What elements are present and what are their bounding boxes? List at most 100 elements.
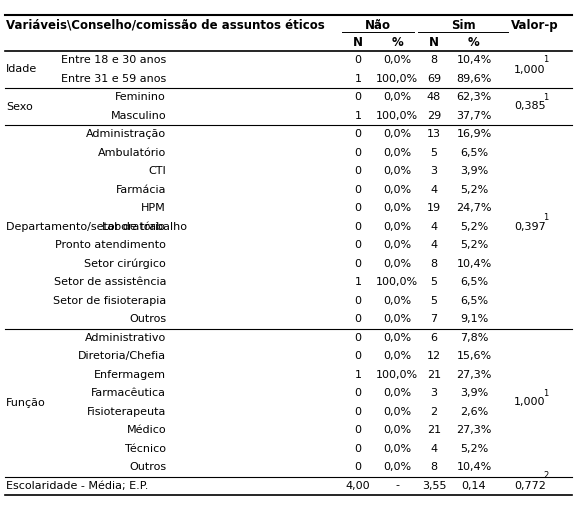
Text: 12: 12 bbox=[427, 352, 441, 361]
Text: 0,0%: 0,0% bbox=[383, 55, 411, 65]
Text: 3,9%: 3,9% bbox=[460, 388, 488, 398]
Text: 1,000: 1,000 bbox=[514, 397, 546, 407]
Text: Sim: Sim bbox=[451, 19, 475, 32]
Text: 0: 0 bbox=[354, 388, 362, 398]
Text: Outros: Outros bbox=[129, 314, 166, 324]
Text: Valor-p: Valor-p bbox=[511, 19, 559, 32]
Text: 21: 21 bbox=[427, 370, 441, 380]
Text: Idade: Idade bbox=[6, 64, 38, 74]
Text: 9,1%: 9,1% bbox=[460, 314, 488, 324]
Text: 1: 1 bbox=[354, 74, 362, 84]
Text: 1: 1 bbox=[543, 388, 548, 397]
Text: 100,0%: 100,0% bbox=[376, 111, 418, 121]
Text: 1: 1 bbox=[354, 370, 362, 380]
Text: 0,0%: 0,0% bbox=[383, 92, 411, 102]
Text: 100,0%: 100,0% bbox=[376, 277, 418, 287]
Text: 0,0%: 0,0% bbox=[383, 148, 411, 158]
Text: Técnico: Técnico bbox=[125, 444, 166, 454]
Text: 0: 0 bbox=[354, 129, 362, 139]
Text: 1: 1 bbox=[354, 277, 362, 287]
Text: 0,0%: 0,0% bbox=[383, 296, 411, 306]
Text: 100,0%: 100,0% bbox=[376, 74, 418, 84]
Text: 62,3%: 62,3% bbox=[456, 92, 492, 102]
Text: Feminino: Feminino bbox=[115, 92, 166, 102]
Text: 27,3%: 27,3% bbox=[456, 370, 492, 380]
Text: N: N bbox=[429, 36, 439, 49]
Text: 5,2%: 5,2% bbox=[460, 222, 488, 232]
Text: 8: 8 bbox=[430, 55, 437, 65]
Text: 5: 5 bbox=[430, 296, 437, 306]
Text: 0: 0 bbox=[354, 444, 362, 454]
Text: 4: 4 bbox=[430, 222, 437, 232]
Text: 0: 0 bbox=[354, 185, 362, 195]
Text: 19: 19 bbox=[427, 203, 441, 213]
Text: 21: 21 bbox=[427, 425, 441, 435]
Text: 0: 0 bbox=[354, 148, 362, 158]
Text: 5,2%: 5,2% bbox=[460, 444, 488, 454]
Text: Administração: Administração bbox=[86, 129, 166, 139]
Text: 0: 0 bbox=[354, 55, 362, 65]
Text: Setor cirúrgico: Setor cirúrgico bbox=[84, 259, 166, 269]
Text: %: % bbox=[391, 36, 403, 49]
Text: 1: 1 bbox=[543, 93, 548, 102]
Text: %: % bbox=[468, 36, 480, 49]
Text: Pronto atendimento: Pronto atendimento bbox=[55, 240, 166, 250]
Text: 0,0%: 0,0% bbox=[383, 407, 411, 417]
Text: 24,7%: 24,7% bbox=[456, 203, 492, 213]
Text: Farmacêutica: Farmacêutica bbox=[91, 388, 166, 398]
Text: 0,0%: 0,0% bbox=[383, 462, 411, 472]
Text: Setor de fisioterapia: Setor de fisioterapia bbox=[53, 296, 166, 306]
Text: 0: 0 bbox=[354, 203, 362, 213]
Text: 0,0%: 0,0% bbox=[383, 185, 411, 195]
Text: Entre 31 e 59 anos: Entre 31 e 59 anos bbox=[61, 74, 166, 84]
Text: 3: 3 bbox=[430, 166, 437, 176]
Text: 27,3%: 27,3% bbox=[456, 425, 492, 435]
Text: 2: 2 bbox=[430, 407, 437, 417]
Text: Entre 18 e 30 anos: Entre 18 e 30 anos bbox=[61, 55, 166, 65]
Text: 3: 3 bbox=[430, 388, 437, 398]
Text: 13: 13 bbox=[427, 129, 441, 139]
Text: 5,2%: 5,2% bbox=[460, 240, 488, 250]
Text: 0: 0 bbox=[354, 259, 362, 269]
Text: Laboratório: Laboratório bbox=[102, 222, 166, 232]
Text: 8: 8 bbox=[430, 462, 437, 472]
Text: 6: 6 bbox=[430, 333, 437, 343]
Text: 1: 1 bbox=[354, 111, 362, 121]
Text: 5: 5 bbox=[430, 277, 437, 287]
Text: 0,0%: 0,0% bbox=[383, 314, 411, 324]
Text: 6,5%: 6,5% bbox=[460, 277, 488, 287]
Text: 2,6%: 2,6% bbox=[460, 407, 488, 417]
Text: 0: 0 bbox=[354, 222, 362, 232]
Text: Médico: Médico bbox=[126, 425, 166, 435]
Text: 10,4%: 10,4% bbox=[456, 259, 492, 269]
Text: 100,0%: 100,0% bbox=[376, 370, 418, 380]
Text: 3,9%: 3,9% bbox=[460, 166, 488, 176]
Text: 4,00: 4,00 bbox=[346, 481, 370, 491]
Text: 0,0%: 0,0% bbox=[383, 352, 411, 361]
Text: 4: 4 bbox=[430, 240, 437, 250]
Text: 10,4%: 10,4% bbox=[456, 55, 492, 65]
Text: Masculino: Masculino bbox=[110, 111, 166, 121]
Text: Escolaridade - Média; E.P.: Escolaridade - Média; E.P. bbox=[6, 481, 148, 491]
Text: 5: 5 bbox=[430, 148, 437, 158]
Text: Setor de assistência: Setor de assistência bbox=[54, 277, 166, 287]
Text: 7: 7 bbox=[430, 314, 437, 324]
Text: 15,6%: 15,6% bbox=[456, 352, 492, 361]
Text: 5,2%: 5,2% bbox=[460, 185, 488, 195]
Text: 0,385: 0,385 bbox=[514, 102, 546, 112]
Text: 0: 0 bbox=[354, 92, 362, 102]
Text: 0: 0 bbox=[354, 407, 362, 417]
Text: 0,0%: 0,0% bbox=[383, 333, 411, 343]
Text: Farmácia: Farmácia bbox=[115, 185, 166, 195]
Text: 0,397: 0,397 bbox=[514, 222, 546, 232]
Text: 89,6%: 89,6% bbox=[456, 74, 492, 84]
Text: 3,55: 3,55 bbox=[422, 481, 446, 491]
Text: N: N bbox=[353, 36, 363, 49]
Text: Função: Função bbox=[6, 397, 46, 407]
Text: Diretoria/Chefia: Diretoria/Chefia bbox=[78, 352, 166, 361]
Text: 0,0%: 0,0% bbox=[383, 129, 411, 139]
Text: Administrativo: Administrativo bbox=[85, 333, 166, 343]
Text: 10,4%: 10,4% bbox=[456, 462, 492, 472]
Text: 6,5%: 6,5% bbox=[460, 148, 488, 158]
Text: HPM: HPM bbox=[141, 203, 166, 213]
